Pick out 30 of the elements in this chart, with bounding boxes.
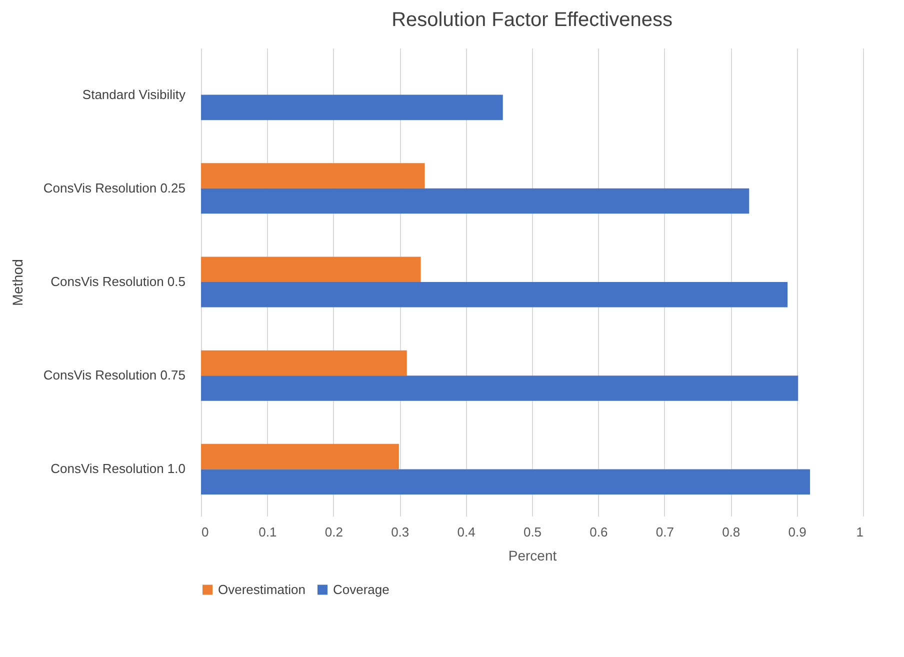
x-tick-label: 0.7: [656, 524, 674, 540]
x-tick-label: 0.9: [788, 524, 806, 540]
x-tick-label: 0: [202, 524, 209, 540]
bar: [201, 188, 750, 214]
y-tick-label: ConsVis Resolution 0.5: [50, 274, 186, 289]
legend-label: Overestimation: [218, 582, 306, 597]
legend-label: Coverage: [333, 582, 390, 597]
y-axis-title: Method: [9, 259, 26, 306]
y-tick-label: ConsVis Resolution 0.25: [43, 180, 186, 196]
y-tick-label: Standard Visibility: [82, 86, 186, 102]
bar: [201, 282, 788, 308]
x-tick-label: 0.5: [523, 524, 542, 540]
chart-title: Resolution Factor Effectiveness: [392, 9, 672, 31]
bar: [201, 444, 399, 470]
bar: [201, 350, 407, 376]
y-tick-label: ConsVis Resolution 1.0: [50, 461, 186, 476]
x-tick-label: 0.1: [258, 524, 277, 540]
bar: [201, 469, 810, 494]
bar: [201, 256, 421, 282]
bar: [201, 163, 425, 188]
x-tick-label: 0.3: [391, 524, 410, 540]
y-tick-label: ConsVis Resolution 0.75: [43, 368, 186, 383]
x-tick-label: 0.8: [722, 524, 740, 540]
bar: [201, 376, 798, 401]
x-tick-label: 0.6: [590, 524, 608, 540]
x-tick-label: 0.4: [457, 524, 476, 540]
x-tick-label: 0.2: [324, 524, 343, 540]
bar: [201, 94, 503, 120]
x-axis-title: Percent: [508, 548, 557, 564]
x-tick-label: 1: [856, 524, 864, 540]
